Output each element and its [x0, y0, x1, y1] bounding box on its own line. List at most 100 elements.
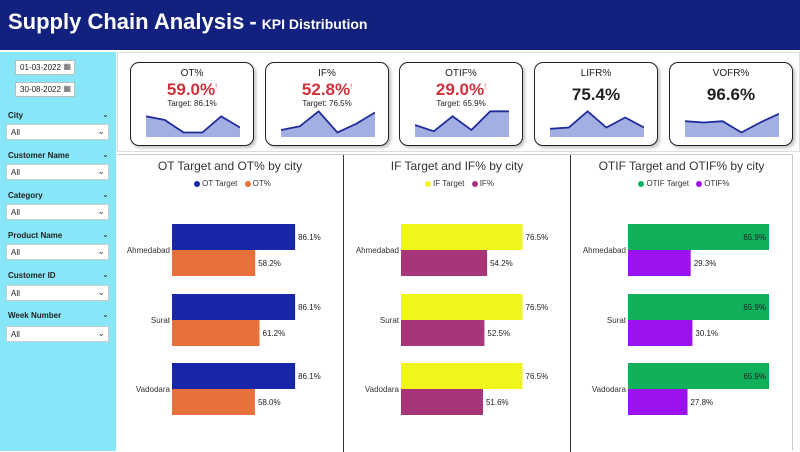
- kpi-value: 52.8%!: [301, 80, 353, 99]
- bar-chart: Ahmedabad 76.5% 54.2% Surat 76.5% 52.5% Vadoda…: [356, 224, 549, 415]
- data-label: 86.1%: [298, 233, 321, 242]
- legend-label: IF%: [479, 179, 494, 188]
- legend-marker: [696, 180, 703, 187]
- chart-legend: OTIF Target OTIF%: [571, 179, 792, 188]
- week-number-dropdown[interactable]: All ⌄: [6, 326, 109, 342]
- title-text: Supply Chain Analysis: [8, 9, 245, 34]
- date-to-input[interactable]: 30-08-2022 ▦: [15, 82, 75, 97]
- data-label: 30.1%: [695, 329, 718, 338]
- kpi-card-vofr[interactable]: VOFR% 96.6%: [669, 62, 793, 146]
- sparkline-area: [685, 113, 779, 137]
- category-label: Vadodara: [365, 385, 400, 394]
- calendar-icon[interactable]: ▦: [63, 84, 71, 93]
- header-bar: Supply Chain Analysis - KPI Distribution: [0, 0, 800, 50]
- date-from-input[interactable]: 01-03-2022 ▦: [15, 60, 75, 75]
- legend-label: IF Target: [433, 179, 465, 188]
- bar[interactable]: [172, 320, 260, 346]
- kpi-label: OT%: [180, 68, 204, 79]
- customer-id-value: All: [11, 289, 20, 298]
- sparkline-line: [685, 112, 779, 134]
- product-name-value: All: [11, 248, 20, 257]
- data-label: 51.6%: [486, 398, 509, 407]
- charts-area: OT Target and OT% by city OT Target OT% …: [117, 154, 800, 452]
- bar[interactable]: [628, 389, 688, 415]
- kpi-card-otif[interactable]: OTIF% 29.0%! Target: 65.9%: [399, 62, 523, 146]
- data-label: 76.5%: [526, 372, 549, 381]
- right-scrollbar[interactable]: [792, 154, 800, 451]
- city-value: All: [11, 128, 20, 137]
- sparkline-line: [415, 110, 509, 133]
- bar[interactable]: [172, 250, 256, 276]
- calendar-icon[interactable]: ▦: [63, 62, 71, 71]
- chevron-down-icon[interactable]: ⌄: [102, 270, 109, 279]
- bar[interactable]: [172, 224, 296, 250]
- city-dropdown[interactable]: All ⌄: [6, 124, 109, 140]
- bar[interactable]: [401, 250, 488, 276]
- bar[interactable]: [172, 294, 296, 320]
- legend-label: OTIF Target: [646, 179, 689, 188]
- data-label: 76.5%: [526, 233, 549, 242]
- data-label: 86.1%: [298, 372, 321, 381]
- chevron-down-icon[interactable]: ⌄: [102, 150, 109, 159]
- chart-title: OTIF Target and OTIF% by city: [598, 159, 765, 173]
- bar[interactable]: [401, 294, 523, 320]
- slicer-label-category: Category ⌄: [8, 190, 109, 200]
- customer-name-value: All: [11, 168, 20, 177]
- data-label: 61.2%: [263, 329, 286, 338]
- category-label: Vadodara: [592, 385, 627, 394]
- chevron-down-icon[interactable]: ⌄: [102, 230, 109, 239]
- kpi-label: IF%: [318, 68, 336, 79]
- bar[interactable]: [401, 363, 523, 389]
- week-number-value: All: [11, 330, 20, 339]
- slicer-label-product-name: Product Name ⌄: [8, 230, 109, 240]
- kpi-sparkline: [415, 110, 509, 137]
- kpi-target: Target: 76.5%: [302, 99, 352, 108]
- kpi-card-lifr[interactable]: LIFR% 75.4%: [534, 62, 658, 146]
- kpi-value: 75.4%: [571, 85, 621, 104]
- bar[interactable]: [628, 320, 693, 346]
- product-name-dropdown[interactable]: All ⌄: [6, 244, 109, 260]
- if-chart-panel: IF Target and IF% by city IF Target IF% …: [343, 155, 570, 452]
- legend-marker: [425, 180, 432, 187]
- bar[interactable]: [628, 363, 769, 389]
- kpi-sparkline: [281, 110, 375, 137]
- data-label: 58.2%: [258, 259, 281, 268]
- bar[interactable]: [401, 320, 485, 346]
- customer-id-dropdown[interactable]: All ⌄: [6, 285, 109, 301]
- date-to-value: 30-08-2022: [20, 85, 61, 94]
- slicer-label-customer-name: Customer Name ⌄: [8, 150, 109, 160]
- category-label: Ahmedabad: [127, 246, 170, 255]
- chevron-down-icon: ⌄: [97, 126, 105, 136]
- bar[interactable]: [628, 294, 769, 320]
- data-label: 52.5%: [487, 329, 510, 338]
- chevron-down-icon[interactable]: ⌄: [102, 190, 109, 199]
- sparkline-line: [550, 110, 644, 130]
- bar[interactable]: [172, 389, 255, 415]
- kpi-value: 96.6%: [706, 85, 756, 104]
- bar[interactable]: [401, 389, 483, 415]
- bar[interactable]: [628, 224, 769, 250]
- category-dropdown[interactable]: All ⌄: [6, 204, 109, 220]
- slicer-label-customer-id: Customer ID ⌄: [8, 270, 109, 280]
- chart-title: IF Target and IF% by city: [390, 159, 524, 173]
- chevron-down-icon: ⌄: [97, 328, 105, 338]
- data-label: 27.8%: [690, 398, 713, 407]
- warning-icon: !: [215, 83, 218, 91]
- legend-marker: [244, 180, 251, 187]
- page-subtitle: KPI Distribution: [261, 16, 368, 32]
- page-title: Supply Chain Analysis - KPI Distribution: [8, 9, 367, 35]
- otif-chart-panel: OTIF Target and OTIF% by city OTIF Targe…: [570, 155, 792, 452]
- bar[interactable]: [172, 363, 296, 389]
- category-label: Surat: [607, 316, 627, 325]
- data-label: 65.9%: [743, 303, 766, 312]
- kpi-card-if[interactable]: IF% 52.8%! Target: 76.5%: [265, 62, 389, 146]
- customer-name-dropdown[interactable]: All ⌄: [6, 164, 109, 180]
- chevron-down-icon[interactable]: ⌄: [102, 310, 109, 319]
- bar[interactable]: [628, 250, 691, 276]
- legend-marker: [638, 180, 645, 187]
- kpi-card-ot[interactable]: OT% 59.0%! Target: 86.1%: [130, 62, 254, 146]
- chevron-down-icon[interactable]: ⌄: [102, 110, 109, 119]
- chevron-down-icon: ⌄: [97, 206, 105, 216]
- bar[interactable]: [401, 224, 523, 250]
- data-label: 76.5%: [526, 303, 549, 312]
